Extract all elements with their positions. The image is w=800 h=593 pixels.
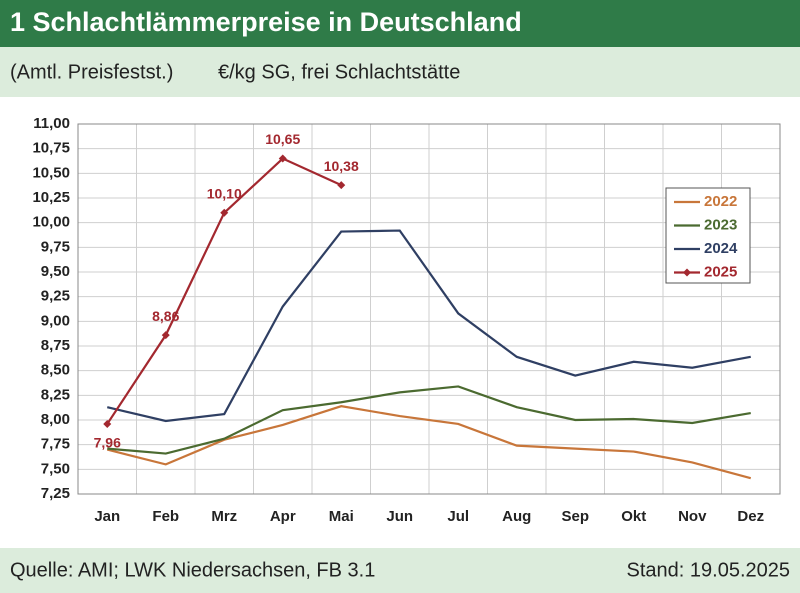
- x-tick-label: Mrz: [211, 508, 237, 525]
- marker: [337, 181, 346, 190]
- data-label: 10,10: [207, 186, 242, 202]
- data-label: 8,86: [152, 308, 179, 324]
- plot-frame: [77, 123, 781, 495]
- y-tick-label: 10,75: [32, 140, 70, 157]
- date-note: Stand: 19.05.2025: [627, 559, 790, 581]
- x-tick-label: Jul: [447, 508, 469, 525]
- y-tick-label: 7,50: [41, 460, 70, 477]
- plot-background: [0, 97, 800, 548]
- y-tick-label: 9,00: [41, 312, 70, 329]
- series-line: [106, 405, 752, 480]
- series-line: [107, 385, 751, 455]
- header-bar: [0, 0, 800, 47]
- y-tick-label: 8,00: [41, 411, 70, 428]
- marker: [278, 154, 287, 163]
- x-tick-label: Apr: [270, 508, 296, 525]
- data-label: 7,96: [94, 435, 121, 451]
- y-tick-label: 8,75: [41, 337, 70, 354]
- marker: [103, 419, 112, 428]
- y-tick-label: 9,50: [41, 263, 70, 280]
- legend-label: 2024: [704, 240, 738, 257]
- subtitle: (Amtl. Preisfestst.): [10, 61, 173, 83]
- x-tick-label: Mai: [329, 508, 354, 525]
- x-tick-label: Feb: [152, 508, 179, 525]
- subtitle: €/kg SG, frei Schlachtstätte: [218, 61, 460, 83]
- x-tick-label: Nov: [678, 508, 707, 525]
- legend-label: 2023: [704, 216, 737, 233]
- marker: [161, 331, 170, 340]
- legend-label: 2022: [704, 193, 737, 210]
- y-tick-label: 10,50: [32, 164, 70, 181]
- y-tick-label: 7,25: [41, 485, 70, 502]
- x-tick-label: Jun: [386, 508, 413, 525]
- y-tick-label: 7,75: [41, 436, 70, 453]
- marker: [220, 208, 229, 217]
- footer-band: [0, 548, 800, 593]
- y-tick-label: 10,00: [32, 214, 70, 231]
- y-tick-label: 9,25: [41, 288, 70, 305]
- x-tick-label: Aug: [502, 508, 531, 525]
- y-tick-label: 11,00: [33, 115, 70, 132]
- y-tick-label: 8,25: [41, 386, 70, 403]
- y-tick-label: 8,50: [41, 362, 70, 379]
- x-tick-label: Okt: [621, 508, 646, 525]
- x-tick-label: Sep: [561, 508, 589, 525]
- data-label: 10,65: [265, 131, 300, 147]
- x-tick-label: Jan: [94, 508, 120, 525]
- source: Quelle: AMI; LWK Niedersachsen, FB 3.1: [10, 559, 375, 581]
- x-tick-label: Dez: [737, 508, 764, 525]
- legend-box: [665, 187, 751, 284]
- data-label: 10,38: [324, 158, 359, 174]
- subtitle-band: [0, 47, 800, 97]
- y-tick-label: 9,75: [41, 238, 70, 255]
- series-line: [106, 229, 751, 423]
- y-tick-label: 10,25: [32, 189, 70, 206]
- legend-label: 2025: [704, 263, 737, 280]
- chart-title: 1 Schlachtlämmerpreise in Deutschland: [10, 7, 522, 37]
- legend-marker: [683, 268, 691, 277]
